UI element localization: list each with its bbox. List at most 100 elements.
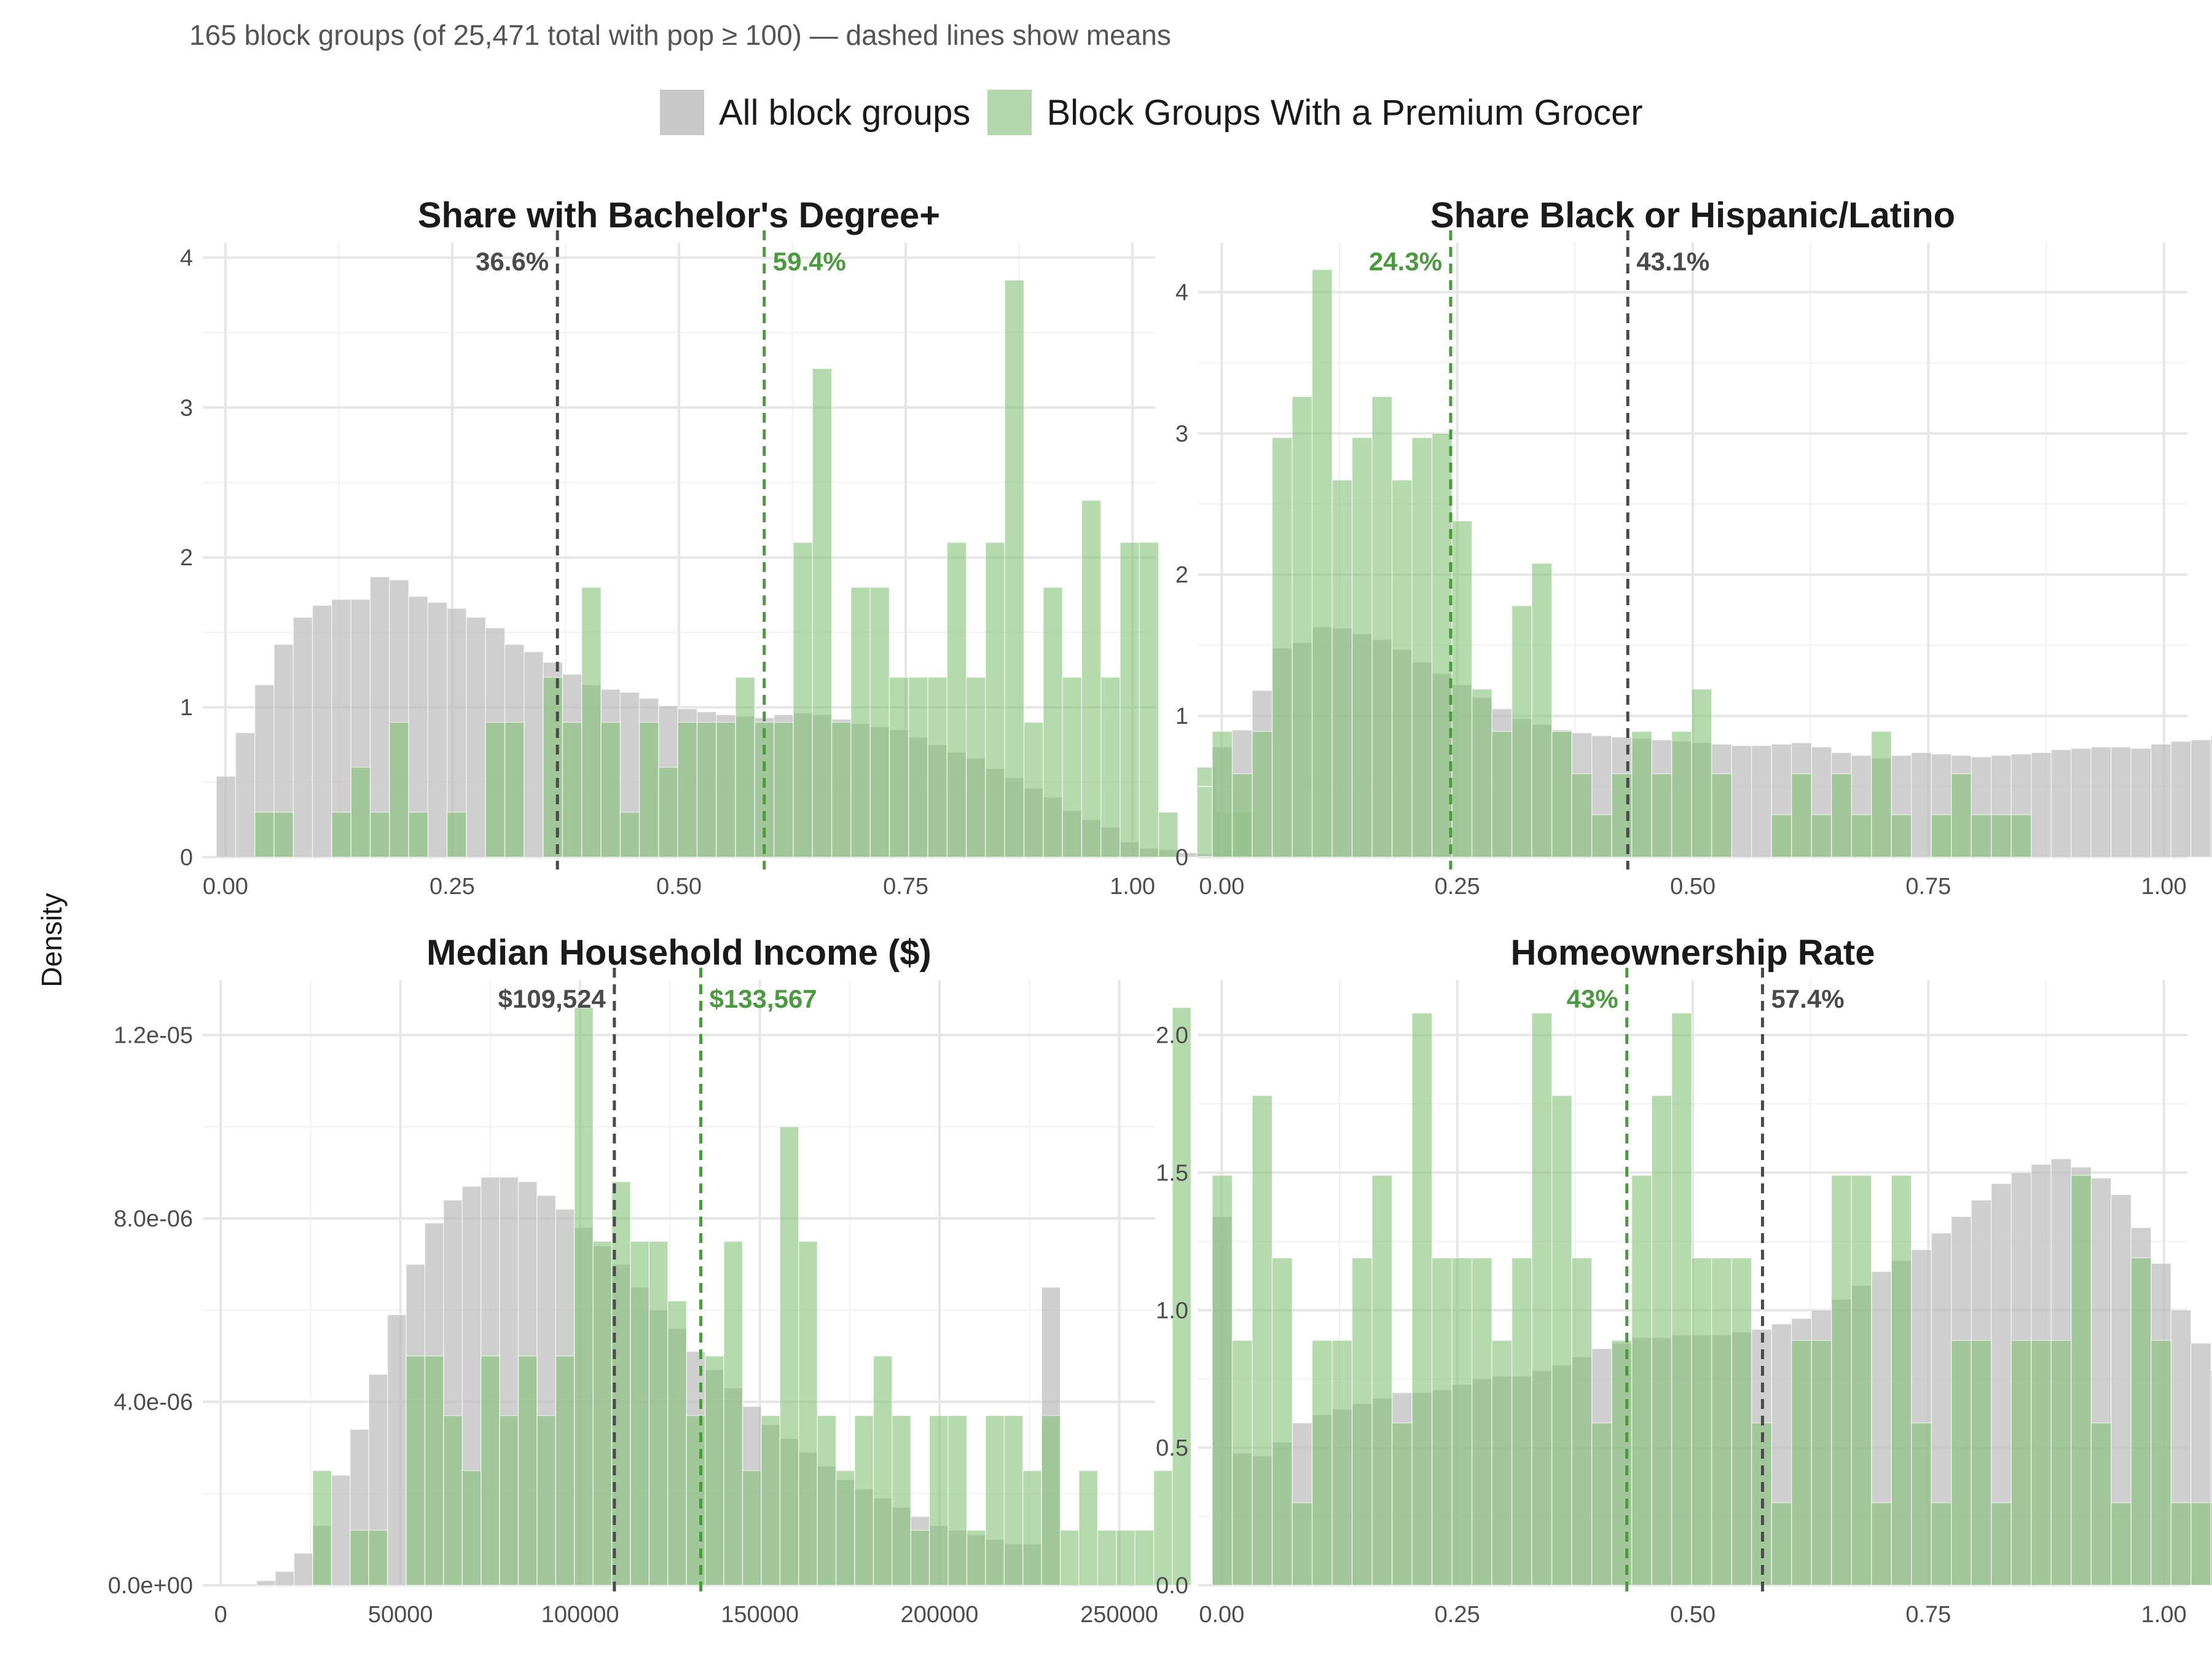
bar-premium-grocer	[1004, 280, 1025, 858]
legend-key-premium	[987, 90, 1032, 135]
y-tick-label: 1.2e-05	[114, 1023, 193, 1049]
x-tick-label: 250000	[1080, 1602, 1158, 1628]
bar-premium-grocer	[1771, 1502, 1792, 1586]
bar-all-block-groups	[312, 605, 332, 858]
bar-premium-grocer	[1651, 773, 1673, 858]
bar-premium-grocer	[619, 812, 640, 858]
x-tick-label: 0.25	[1435, 874, 1480, 900]
bar-premium-grocer	[985, 542, 1005, 858]
bar-premium-grocer	[1950, 1339, 1972, 1586]
bar-premium-grocer	[1391, 1422, 1413, 1586]
bar-premium-grocer	[735, 677, 756, 858]
bar-premium-grocer	[1671, 1012, 1692, 1586]
bar-premium-grocer	[2071, 1175, 2092, 1586]
bar-premium-grocer	[1591, 1422, 1612, 1586]
bar-all-block-groups	[275, 1571, 295, 1586]
bar-premium-grocer	[408, 812, 429, 858]
bar-premium-grocer	[854, 1415, 874, 1586]
x-tick-label: 0.75	[1905, 874, 1951, 900]
x-tick-label: 1.00	[2141, 1602, 2187, 1628]
bar-premium-grocer	[638, 721, 659, 858]
bar-premium-grocer	[1212, 731, 1233, 858]
bar-premium-grocer	[350, 1529, 369, 1586]
bar-premium-grocer	[446, 812, 467, 858]
bar-all-block-groups	[2090, 746, 2112, 858]
bar-premium-grocer	[908, 677, 928, 858]
bar-premium-grocer	[485, 721, 506, 858]
x-tick-label: 0.00	[203, 874, 248, 900]
mean-label-all: 43.1%	[1636, 247, 1709, 276]
bar-premium-grocer	[658, 766, 678, 858]
bar-premium-grocer	[831, 721, 852, 858]
bar-premium-grocer	[1451, 1257, 1473, 1586]
bar-premium-grocer	[1851, 814, 1872, 858]
panel-4: 0.00 0.25 0.50 0.75 1.00 0.0 0.5 1.0 1.5 2.0 43% 57…	[1156, 933, 2212, 1628]
bar-premium-grocer	[2130, 1257, 2152, 1586]
bar-premium-grocer	[716, 721, 736, 858]
bar-premium-grocer	[1491, 731, 1513, 858]
bar-premium-grocer	[1811, 1339, 1832, 1586]
bar-premium-grocer	[2010, 814, 2032, 858]
bar-premium-grocer	[536, 1415, 557, 1586]
mean-label-premium: 59.4%	[773, 247, 846, 276]
bar-premium-grocer	[892, 1415, 912, 1586]
bar-premium-grocer	[798, 1241, 818, 1586]
bar-premium-grocer	[817, 1415, 837, 1586]
legend-item-premium: Block Groups With a Premium Grocer	[987, 90, 1643, 135]
bar-premium-grocer	[965, 677, 986, 858]
bar-premium-grocer	[1491, 1339, 1513, 1586]
bar-premium-grocer	[1691, 688, 1712, 858]
panel-3: 0 50000 100000 150000 200000 250000 0.0e+00 4.0…	[108, 933, 1192, 1628]
bar-premium-grocer	[1252, 731, 1273, 858]
bar-all-block-groups	[386, 1314, 407, 1586]
bar-premium-grocer	[1931, 814, 1952, 858]
bar-premium-grocer	[368, 1529, 388, 1586]
bar-premium-grocer	[686, 1415, 706, 1586]
bar-premium-grocer	[1158, 812, 1179, 858]
bar-premium-grocer	[1971, 1339, 1992, 1586]
y-tick-label: 1	[180, 695, 193, 721]
panel-2: 0.00 0.25 0.50 0.75 1.00 0 1 2 3 4 24.3% 43.1% Share…	[1175, 195, 2212, 900]
bar-premium-grocer	[985, 1415, 1005, 1586]
bar-premium-grocer	[1371, 1175, 1393, 1586]
bar-premium-grocer	[1332, 1339, 1353, 1586]
bar-premium-grocer	[1811, 814, 1832, 858]
bar-premium-grocer	[1830, 1175, 1852, 1586]
bar-premium-grocer	[1631, 1175, 1652, 1586]
bar-premium-grocer	[1571, 773, 1593, 858]
bar-premium-grocer	[1252, 1095, 1273, 1586]
bar-premium-grocer	[1471, 688, 1492, 858]
bar-premium-grocer	[1910, 1422, 1932, 1586]
bar-premium-grocer	[443, 1415, 463, 1586]
bar-all-block-groups	[331, 1475, 351, 1586]
bar-all-block-groups	[2190, 739, 2212, 858]
bar-premium-grocer	[1351, 437, 1373, 858]
bar-premium-grocer	[461, 1470, 482, 1586]
bar-premium-grocer	[369, 812, 390, 858]
bar-premium-grocer	[1531, 563, 1553, 858]
bar-premium-grocer	[1134, 1529, 1155, 1586]
bar-premium-grocer	[1139, 542, 1159, 858]
bar-all-block-groups	[1910, 752, 1932, 858]
y-tick-label: 4	[1175, 280, 1188, 305]
bar-all-block-groups	[2210, 1370, 2212, 1586]
bar-premium-grocer	[312, 1470, 332, 1586]
x-tick-label: 200000	[901, 1602, 979, 1628]
bar-premium-grocer	[1870, 731, 1892, 858]
x-tick-label: 1.00	[2141, 874, 2187, 900]
bar-premium-grocer	[1471, 1257, 1492, 1586]
x-tick-label: 0.50	[656, 874, 702, 900]
bar-premium-grocer	[812, 368, 833, 858]
y-tick-label: 1	[1175, 704, 1188, 729]
bar-all-block-groups	[2050, 749, 2072, 858]
bar-premium-grocer	[1311, 269, 1333, 858]
panel-title: Share Black or Hispanic/Latino	[1430, 195, 1955, 235]
bar-premium-grocer	[1231, 1339, 1253, 1586]
bar-all-block-groups	[427, 602, 448, 858]
bar-premium-grocer	[600, 721, 621, 858]
bar-premium-grocer	[1431, 1257, 1453, 1586]
panel-title: Homeownership Rate	[1511, 933, 1875, 973]
bar-premium-grocer	[1003, 1415, 1024, 1586]
bar-premium-grocer	[1078, 1470, 1099, 1586]
